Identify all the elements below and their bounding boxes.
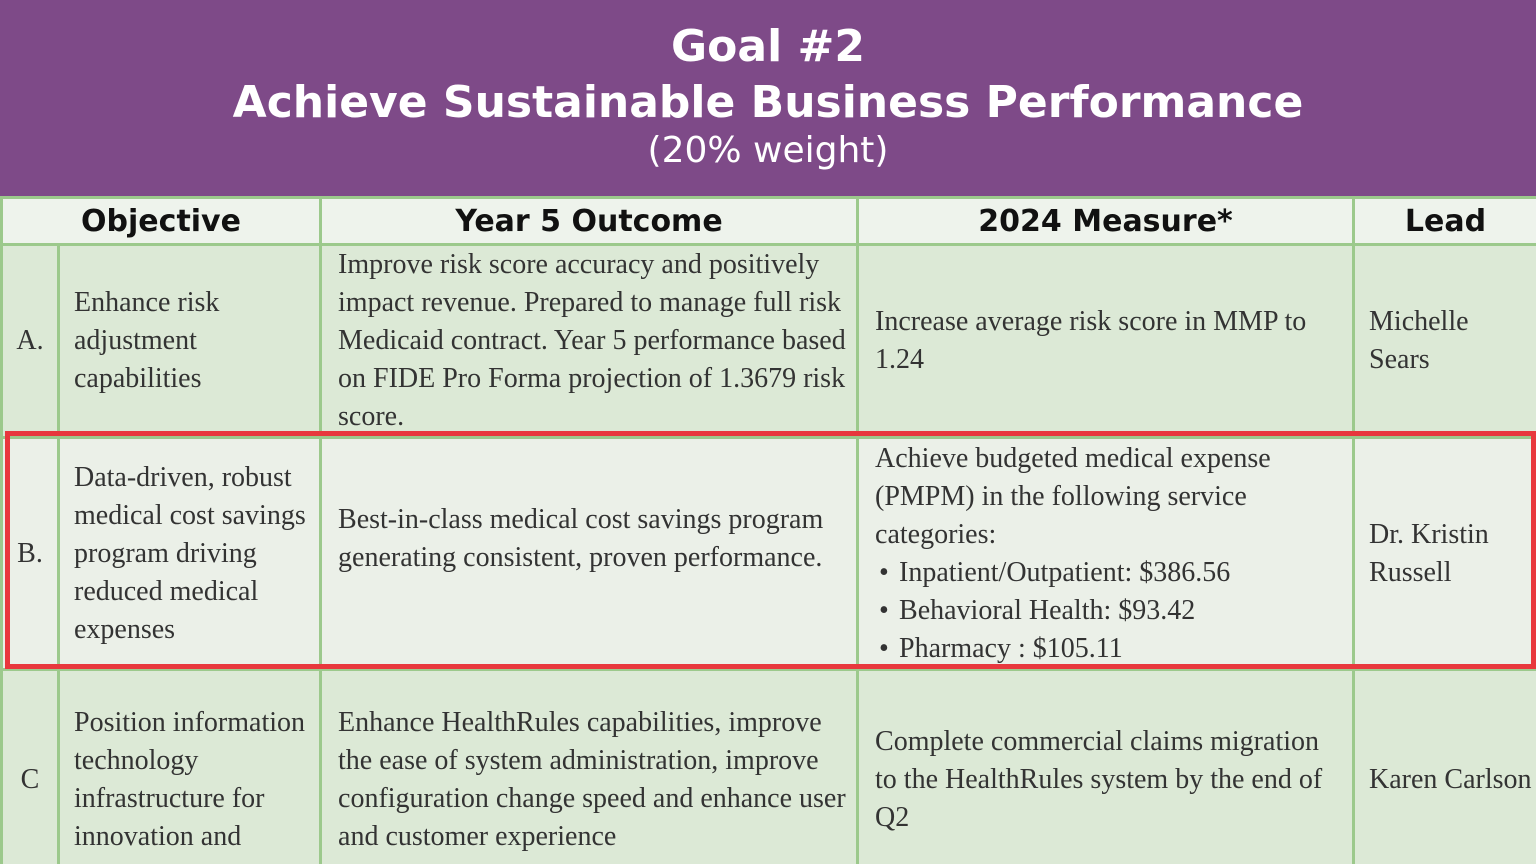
outcome-cell: Best-in-class medical cost savings progr…	[319, 436, 860, 671]
table-row: A. Enhance risk adjustment capabilities …	[0, 243, 1536, 439]
column-header-measure: 2024 Measure*	[856, 196, 1356, 246]
goal-weight: (20% weight)	[647, 130, 889, 171]
measure-cell: Complete commercial claims migration to …	[856, 668, 1356, 864]
goal-number: Goal #2	[671, 21, 865, 72]
outcome-cell: Improve risk score accuracy and positive…	[319, 243, 860, 439]
objective-cell: Enhance risk adjustment capabilities	[56, 243, 323, 439]
column-header-objective: Objective	[0, 196, 323, 246]
table-row-highlighted: B. Data-driven, robust medical cost savi…	[0, 436, 1536, 671]
lead-cell: Dr. Kristin Russell	[1352, 436, 1536, 671]
outcome-text: Best-in-class medical cost savings progr…	[338, 503, 824, 573]
row-letter: B.	[0, 436, 60, 671]
table-row: C Position information technology infras…	[0, 668, 1536, 864]
column-header-outcome: Year 5 Outcome	[319, 196, 860, 246]
list-item: Pharmacy : $105.11	[875, 630, 1346, 667]
lead-cell: Karen Carlson	[1352, 668, 1536, 864]
measure-intro: Achieve budgeted medical expense (PMPM) …	[875, 442, 1271, 550]
goals-table: Objective Year 5 Outcome 2024 Measure* L…	[0, 196, 1536, 864]
row-letter: C	[0, 668, 60, 864]
objective-cell: Position information technology infrastr…	[56, 668, 323, 864]
lead-cell: Michelle Sears	[1352, 243, 1536, 439]
measure-list: Inpatient/Outpatient: $386.56 Behavioral…	[875, 554, 1346, 667]
measure-cell: Increase average risk score in MMP to 1.…	[856, 243, 1356, 439]
column-header-lead: Lead	[1352, 196, 1536, 246]
outcome-cell: Enhance HealthRules capabilities, improv…	[319, 668, 860, 864]
measure-cell: Achieve budgeted medical expense (PMPM) …	[856, 436, 1356, 671]
goal-title: Achieve Sustainable Business Performance	[232, 77, 1304, 128]
goal-header: Goal #2 Achieve Sustainable Business Per…	[0, 0, 1536, 196]
list-item: Inpatient/Outpatient: $386.56	[875, 554, 1346, 592]
list-item: Behavioral Health: $93.42	[875, 592, 1346, 630]
row-letter: A.	[0, 243, 60, 439]
objective-cell: Data-driven, robust medical cost savings…	[56, 436, 323, 671]
table-header-row: Objective Year 5 Outcome 2024 Measure* L…	[0, 196, 1536, 246]
